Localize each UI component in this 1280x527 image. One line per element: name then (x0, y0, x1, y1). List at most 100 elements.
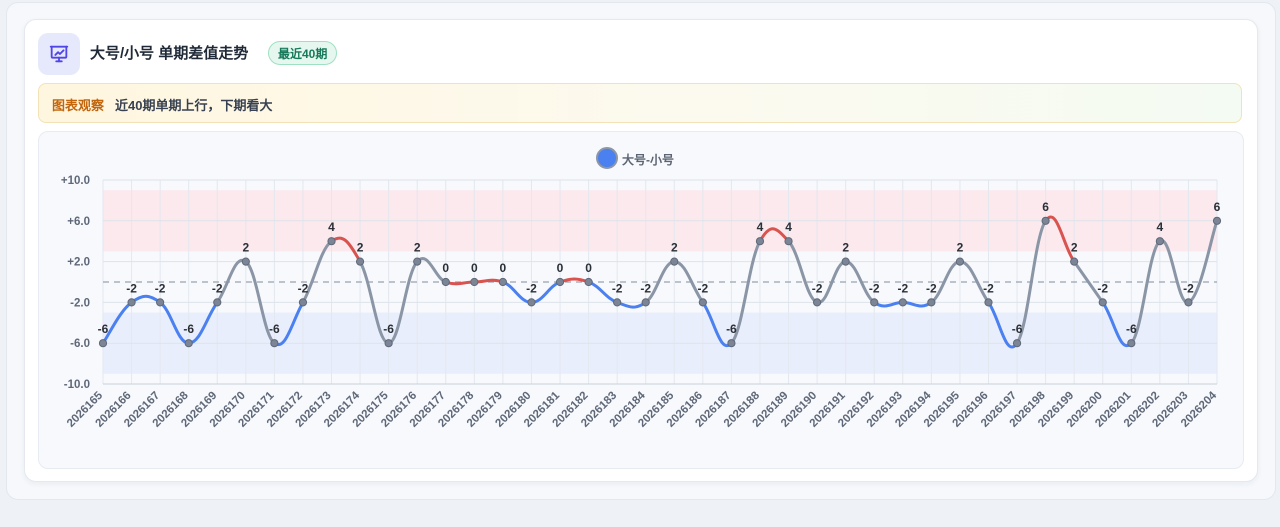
observation-banner: 图表观察 近40期单期上行，下期看大 (38, 83, 1242, 123)
data-label-12: 0 (442, 261, 449, 275)
data-label-20: 2 (671, 241, 678, 255)
data-point-12 (441, 277, 450, 287)
data-point-31 (984, 298, 993, 307)
line-segment-7 (301, 239, 334, 304)
observation-label: 图表观察 (52, 98, 105, 113)
data-point-10 (384, 339, 393, 348)
data-point-14 (498, 277, 507, 287)
data-label-22: -6 (726, 322, 737, 336)
data-point-21 (698, 298, 707, 307)
data-point-23 (755, 237, 765, 246)
data-label-14: 0 (500, 261, 507, 275)
data-point-28 (898, 298, 907, 307)
data-label-32: -6 (1012, 322, 1023, 336)
data-point-37 (1155, 237, 1164, 246)
y-tick-label-4: -6.0 (70, 338, 90, 350)
data-label-25: -2 (812, 281, 823, 295)
line-segment-1 (130, 294, 162, 304)
y-tick-label-5: -10.0 (64, 379, 90, 391)
data-label-24: 4 (785, 220, 792, 234)
data-label-27: -2 (869, 281, 880, 295)
data-label-28: -2 (897, 281, 908, 295)
data-label-29: -2 (926, 281, 937, 295)
y-tick-label-1: +6.0 (67, 216, 90, 228)
data-label-31: -2 (983, 281, 994, 295)
line-segment-27 (872, 300, 905, 308)
data-label-7: -2 (298, 281, 309, 295)
data-point-32 (1012, 339, 1022, 348)
data-label-8: 4 (328, 220, 335, 234)
data-label-17: 0 (585, 261, 592, 275)
data-label-37: 4 (1157, 220, 1164, 234)
line-segment-34 (1072, 260, 1105, 304)
data-label-30: 2 (957, 241, 964, 255)
data-point-30 (955, 257, 965, 266)
line-segment-33 (1044, 215, 1076, 264)
data-point-16 (555, 277, 565, 287)
data-label-15: -2 (526, 281, 537, 295)
data-point-34 (1070, 257, 1079, 266)
y-tick-label-2: +2.0 (67, 257, 90, 269)
data-label-2: -2 (155, 281, 166, 295)
line-segment-22 (729, 239, 762, 345)
line-segment-36 (1129, 239, 1162, 345)
data-point-33 (1041, 216, 1050, 225)
data-label-10: -6 (383, 322, 394, 336)
line-segment-38 (1186, 219, 1219, 304)
observation-text: 近40期单期上行，下期看大 (115, 98, 273, 113)
data-label-6: -6 (269, 322, 280, 336)
data-label-11: 2 (414, 241, 421, 255)
data-label-3: -6 (183, 322, 194, 336)
data-label-33: 6 (1042, 200, 1049, 214)
data-point-22 (727, 339, 736, 348)
y-tick-label-0: +10.0 (61, 175, 90, 187)
data-point-13 (470, 277, 479, 287)
page-title: 大号/小号 单期差值走势 (90, 45, 249, 62)
data-label-39: 6 (1214, 200, 1221, 214)
data-point-1 (127, 298, 136, 307)
data-label-1: -2 (126, 281, 137, 295)
legend-label[interactable]: 大号-小号 (622, 153, 674, 167)
data-label-38: -2 (1183, 281, 1194, 295)
data-label-19: -2 (640, 281, 651, 295)
data-label-16: 0 (557, 261, 564, 275)
line-segment-5 (244, 260, 276, 345)
legend-marker[interactable] (596, 147, 618, 169)
data-label-13: 0 (471, 261, 478, 275)
chart-area (38, 131, 1244, 469)
data-point-38 (1184, 298, 1193, 307)
data-point-15 (527, 298, 536, 307)
data-label-36: -6 (1126, 322, 1137, 336)
data-point-27 (870, 298, 879, 307)
data-point-2 (156, 298, 165, 307)
data-point-24 (784, 237, 793, 246)
range-badge[interactable]: 最近40期 (268, 41, 338, 65)
data-label-34: 2 (1071, 241, 1078, 255)
data-point-35 (1098, 298, 1107, 307)
data-point-29 (927, 298, 936, 307)
data-label-4: -2 (212, 281, 223, 295)
data-point-18 (613, 298, 622, 307)
data-point-5 (241, 257, 250, 266)
line-segment-12 (444, 280, 476, 286)
data-point-7 (298, 298, 308, 307)
line-segment-16 (558, 277, 591, 284)
line-segment-13 (472, 278, 505, 284)
line-segment-32 (1015, 219, 1048, 345)
line-segment-31 (986, 300, 1019, 349)
data-label-0: -6 (98, 322, 109, 336)
data-label-9: 2 (357, 241, 364, 255)
line-segment-18 (615, 300, 648, 309)
data-point-3 (184, 339, 193, 348)
data-point-25 (813, 298, 822, 307)
data-point-36 (1127, 339, 1136, 348)
data-point-20 (670, 257, 679, 266)
y-tick-label-3: -2.0 (70, 297, 90, 309)
line-segment-28 (901, 300, 933, 308)
data-label-23: 4 (757, 220, 764, 234)
data-point-19 (641, 298, 650, 307)
data-label-5: 2 (242, 241, 249, 255)
data-point-9 (355, 257, 365, 266)
data-point-26 (841, 257, 850, 266)
